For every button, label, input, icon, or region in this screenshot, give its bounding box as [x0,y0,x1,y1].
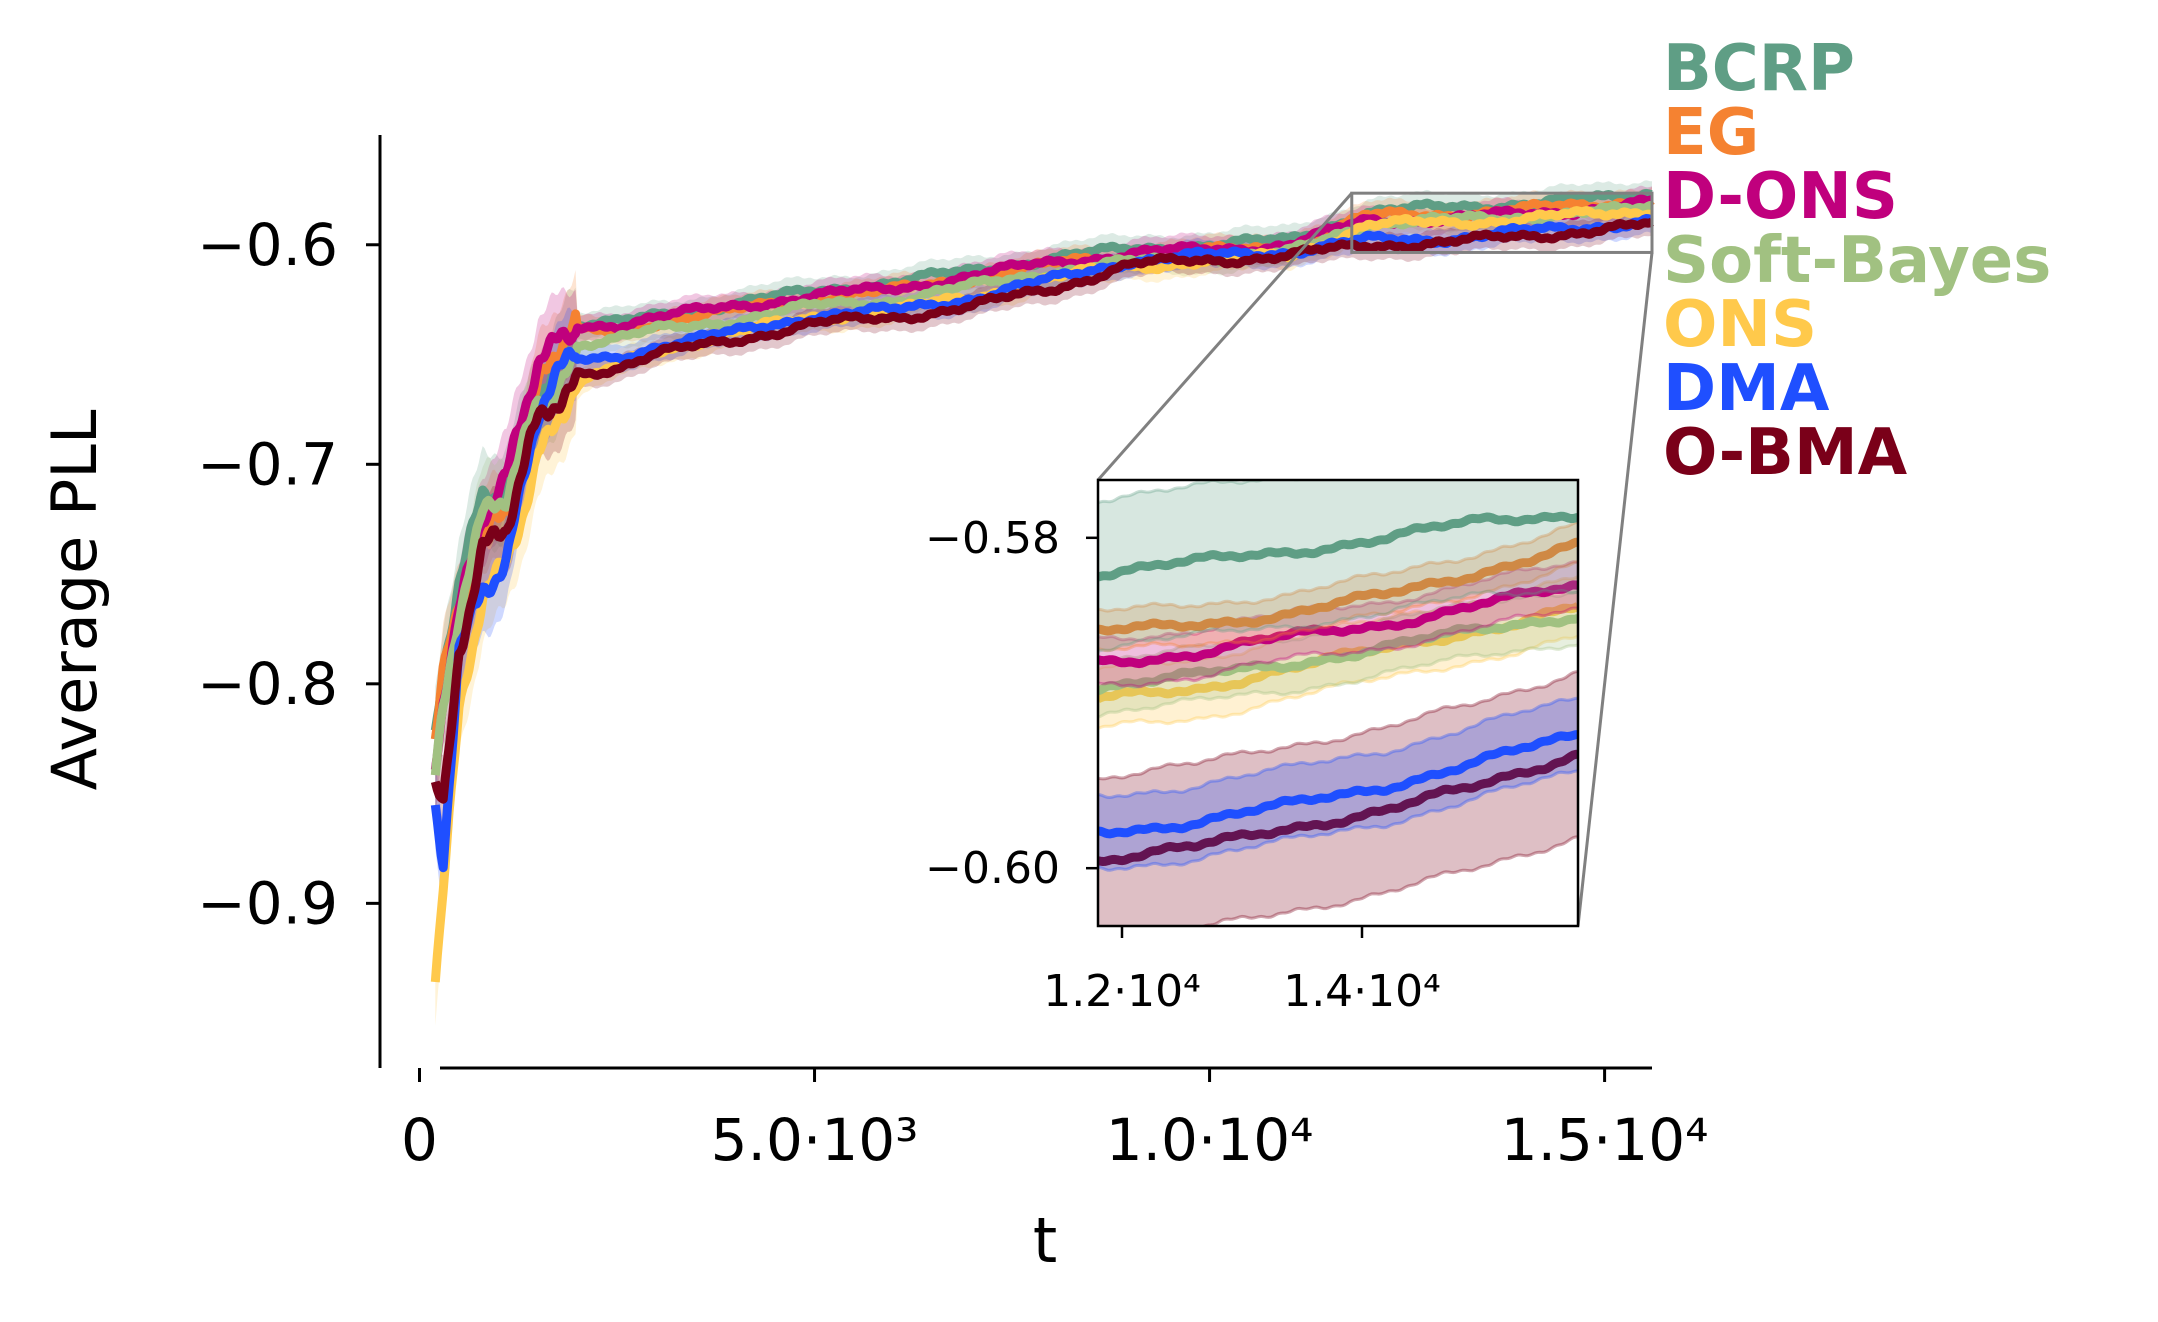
y-axis-label: Average PLL [38,409,111,790]
inset-series-line-bcrp [1098,511,1578,582]
x-ticks: 0 5.0·10³ 1.0·10⁴ 1.5·10⁴ [401,1068,1708,1174]
inset-plot [1098,480,1578,926]
inset-band-edge-o-bma [1200,835,1578,926]
x-tick-label: 1.0·10⁴ [1106,1106,1314,1174]
inset-band-edge-ons [1098,634,1578,730]
main-axes [378,135,1652,1070]
inset-x-tick-label: 1.2·10⁴ [1043,966,1201,1017]
legend-item-bcrp: BCRP [1663,32,1855,106]
y-tick-label: −0.6 [197,211,338,279]
inset-band-edge-eg [1098,520,1578,613]
legend-item-o-bma: O-BMA [1663,416,1908,490]
inset-band-edge-soft-bayes [1098,643,1578,719]
inset-y-tick-label: −0.60 [925,843,1060,894]
inset-x-ticks: 1.2·10⁴ 1.4·10⁴ [1043,926,1441,1017]
inset-band-dma [1098,698,1578,871]
legend-item-d-ons: D-ONS [1663,160,1898,234]
inset-band-edge-eg [1098,560,1578,653]
x-axis-label: t [1033,1204,1057,1277]
inset-series-line-dma [1098,730,1578,839]
inset-series-line-soft-bayes [1098,614,1578,696]
legend-item-eg: EG [1663,96,1759,170]
inset-band-edge-d-ons [1098,606,1578,689]
x-tick-label: 5.0·10³ [711,1106,919,1174]
y-tick-label: −0.8 [197,650,338,718]
inset-series-line-eg [1098,537,1578,636]
legend-item-ons: ONS [1663,288,1817,362]
inset-x-tick-label: 1.4·10⁴ [1283,966,1441,1017]
inset-band-edge-dma [1098,696,1578,800]
x-tick-label: 1.5·10⁴ [1501,1106,1709,1174]
y-tick-label: −0.7 [197,430,338,498]
main-series-lines [430,188,1655,983]
legend-item-soft-bayes: Soft-Bayes [1663,224,2051,298]
inset-frame [1096,478,1580,928]
y-tick-label: −0.9 [197,869,338,937]
zoom-connector-line [1576,252,1654,927]
zoom-connector-line [1096,192,1353,481]
zoom-region-box [1350,191,1654,254]
inset-y-tick-label: −0.58 [925,513,1060,564]
inset-band-edge-o-bma [1098,670,1578,781]
inset-band-edge-bcrp [1098,589,1578,653]
x-tick-label: 0 [401,1106,438,1174]
inset-band-eg [1098,522,1578,651]
inset-band-edge-bcrp [1098,480,1317,505]
inset-series-line-o-bma [1098,749,1578,866]
inset-series-line-d-ons [1098,580,1578,669]
inset-band-edge-dma [1098,769,1578,872]
y-ticks: −0.6 −0.7 −0.8 −0.9 [197,211,380,937]
inset-y-ticks: −0.58 −0.60 [925,513,1098,894]
legend-item-dma: DMA [1663,352,1830,426]
series-line-o-bma [430,217,1655,804]
inset-band-edge-d-ons [1098,560,1578,642]
zoom-indicator [1096,191,1654,927]
